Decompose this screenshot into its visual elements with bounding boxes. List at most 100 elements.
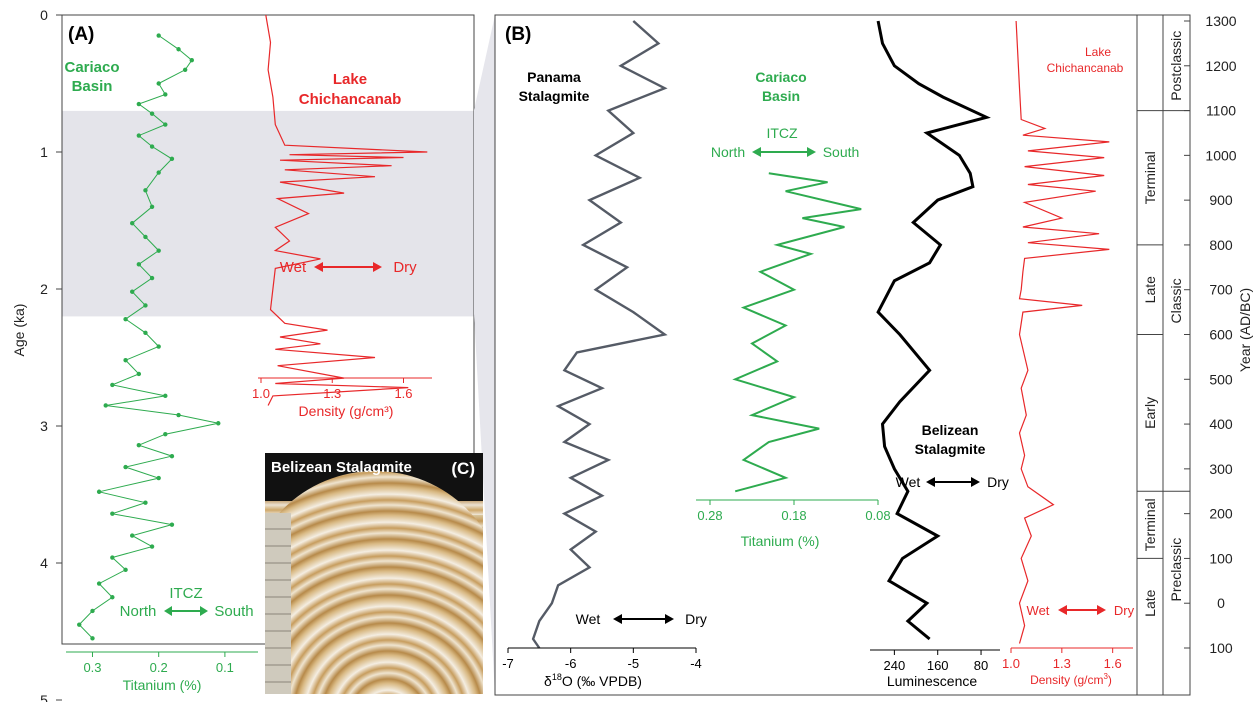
- year-tick-label: 600: [1209, 327, 1233, 343]
- panel-b-lake-name-2: Chichancanab: [1047, 61, 1124, 75]
- panel-b-panama-dry-label: Dry: [685, 611, 707, 627]
- cariaco-a-point: [176, 47, 181, 52]
- cariaco-a-point: [169, 522, 175, 527]
- zoom-connector: [474, 15, 495, 695]
- panel-b-year-axis: 1300120011001000900800700600500400300200…: [1184, 13, 1237, 695]
- cariaco-a-point: [103, 403, 108, 408]
- panel-b-panama-x-axis: -7 -6 -5 -4: [502, 647, 702, 671]
- cariaco-a-point: [136, 101, 142, 107]
- cariaco-a-point: [123, 358, 128, 363]
- panel-b-lake-arrow: [1058, 605, 1106, 615]
- panel-b-lake-series: [1015, 20, 1110, 644]
- sub-period-terminal-classic: Terminal: [1142, 151, 1158, 204]
- cariaco-a-point: [156, 344, 161, 349]
- year-tick-label: 0: [1217, 595, 1225, 611]
- belize-x-tick-label: 80: [974, 658, 988, 673]
- cariaco-a-point: [90, 636, 95, 641]
- panama-x-tick-label: -6: [565, 656, 577, 671]
- panel-b-belize-series: [876, 20, 991, 641]
- panel-a: (A) Age (ka) 0 1 2 3 4 5 Cariaco Basin 0.3 0.2…: [11, 7, 475, 702]
- panel-a-cariaco-series: [77, 33, 221, 641]
- cariaco-a-point: [136, 133, 142, 138]
- cariaco-a-point: [176, 412, 181, 418]
- panel-a-itcz-arrow: [164, 606, 208, 616]
- cariaco-a-point: [216, 421, 221, 426]
- panel-a-lake-name-1: Lake: [333, 71, 367, 88]
- cariaco-a-point: [163, 122, 168, 127]
- panel-b-cariaco-name-1: Cariaco: [755, 69, 806, 85]
- cariaco-a-point: [163, 432, 168, 437]
- cariaco-a-point: [156, 475, 161, 481]
- cariaco-a-x-tick-label: 0.2: [150, 660, 168, 675]
- cariaco-a-point: [110, 382, 115, 388]
- y-tick-label: 2: [40, 281, 48, 297]
- panel-b-itcz-title: ITCZ: [766, 125, 798, 141]
- cariaco-a-point: [143, 500, 148, 505]
- panel-a-north-label: North: [120, 603, 157, 620]
- cariaco-a-point: [163, 92, 168, 97]
- panel-a-lake-x-axis: 1.0 1.3 1.6: [252, 377, 432, 401]
- y-tick-label: 5: [40, 692, 48, 702]
- cariaco-a-point: [77, 622, 82, 627]
- cariaco-a-point: [123, 567, 128, 573]
- panel-c-label: (C): [451, 459, 475, 478]
- year-tick-label: 200: [1209, 506, 1233, 522]
- cariaco-a-point: [123, 316, 128, 322]
- panel-a-wet-label: Wet: [280, 259, 307, 276]
- panel-b-lake-name-1: Lake: [1085, 45, 1111, 59]
- y-tick-label: 0: [40, 7, 48, 23]
- cariaco-a-point: [149, 275, 155, 281]
- sub-period-late-classic: Late: [1142, 276, 1158, 303]
- panel-b-belize-name-2: Stalagmite: [915, 441, 986, 457]
- cariaco-a-point: [156, 248, 161, 253]
- year-tick-label: 1300: [1205, 13, 1236, 29]
- cariaco-a-x-tick-label: 0.1: [216, 660, 234, 675]
- cariaco-a-point: [143, 234, 148, 240]
- panel-b-panama-name-1: Panama: [527, 69, 581, 85]
- photo-ruler: [265, 513, 291, 694]
- panel-a-cariaco-name-2: Basin: [72, 78, 113, 95]
- belize-line: [876, 20, 991, 641]
- year-tick-label: 1100: [1206, 103, 1236, 119]
- sub-period-late-preclassic: Late: [1142, 589, 1158, 616]
- cariaco-a-point: [123, 464, 128, 470]
- period-postclassic: Postclassic: [1168, 31, 1184, 101]
- cariaco-a-point: [136, 442, 142, 448]
- lake-b-line: [1015, 20, 1110, 644]
- lake-a-x-tick-label: 1.0: [252, 386, 270, 401]
- y-tick-label: 1: [40, 144, 48, 160]
- panel-b-frame: [494, 14, 1138, 696]
- cariaco-a-x-tick-label: 0.3: [83, 660, 101, 675]
- belizean-stalagmite-photo: Belizean Stalagmite (C): [265, 453, 483, 694]
- y-tick-label: 4: [40, 555, 48, 571]
- year-tick-label: 1200: [1205, 58, 1236, 74]
- year-tick-label: 1000: [1205, 147, 1236, 163]
- cariaco-b-line: [732, 172, 862, 493]
- cariaco-b-x-tick-label: 0.28: [697, 508, 722, 523]
- panel-b-lake-x-axis: 1.0 1.3 1.6: [1002, 647, 1133, 671]
- cariaco-a-point: [143, 330, 148, 336]
- sub-period-early-classic: Early: [1142, 397, 1158, 429]
- panel-a-label: (A): [68, 24, 94, 45]
- cariaco-a-line: [78, 35, 219, 639]
- cariaco-a-point: [110, 595, 115, 600]
- lake-a-x-tick-label: 1.3: [323, 386, 341, 401]
- panel-b-lake-wet-label: Wet: [1027, 603, 1050, 618]
- panel-b-label: (B): [505, 24, 531, 45]
- cariaco-a-point: [136, 262, 142, 267]
- panel-a-y-axis-label: Age (ka): [11, 304, 27, 357]
- lake-a-x-tick-label: 1.6: [394, 386, 412, 401]
- panel-b-itcz-arrow: [752, 147, 816, 157]
- cariaco-a-point: [110, 511, 115, 516]
- panel-b-panama-arrow: [613, 614, 674, 624]
- panel-b-lake-x-label: Density (g/cm3): [1030, 672, 1112, 687]
- cariaco-a-point: [169, 156, 175, 162]
- lake-b-x-tick-label: 1.6: [1104, 656, 1122, 671]
- panel-b-belize-name-1: Belizean: [922, 422, 979, 438]
- cariaco-a-point: [130, 533, 135, 538]
- year-tick-label: 800: [1209, 237, 1233, 253]
- period-preclassic: Preclassic: [1168, 538, 1184, 602]
- cariaco-a-point: [136, 371, 142, 377]
- panel-b-panama-x-label: δ18O (‰ VPDB): [544, 672, 642, 689]
- cariaco-a-point: [163, 393, 168, 399]
